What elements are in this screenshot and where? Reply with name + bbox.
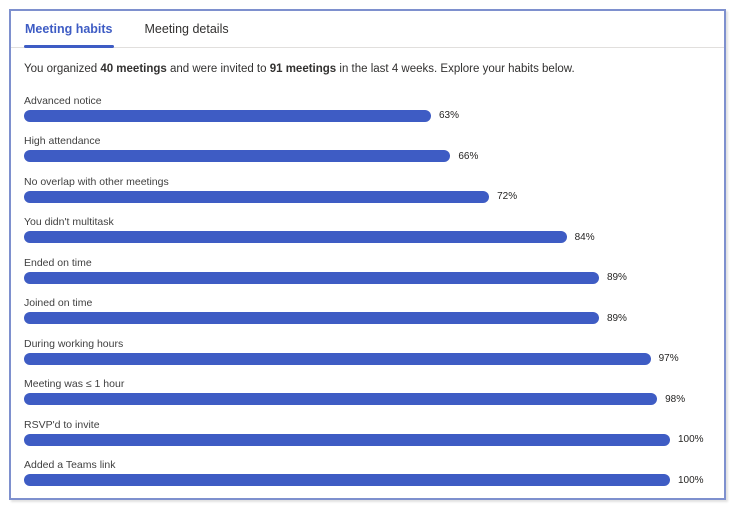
habit-bar[interactable] xyxy=(24,312,599,325)
habit-value: 98% xyxy=(665,393,686,405)
habit-row: Meeting was ≤ 1 hour 98% xyxy=(24,378,710,406)
habit-row: No overlap with other meetings 72% xyxy=(24,176,710,203)
habit-label: No overlap with other meetings xyxy=(24,175,169,188)
habit-row: Ended on time 89% xyxy=(24,257,710,284)
habit-label: Meeting was ≤ 1 hour xyxy=(24,378,125,391)
habit-label: High attendance xyxy=(24,135,101,148)
habit-value: 84% xyxy=(574,231,595,243)
habit-value: 100% xyxy=(678,474,704,486)
habit-value: 100% xyxy=(678,434,704,446)
habit-bar-line: 100% xyxy=(24,474,710,487)
habit-bar[interactable] xyxy=(24,150,451,163)
habit-value: 66% xyxy=(458,150,479,162)
habit-label: RSVP'd to invite xyxy=(24,418,100,431)
habit-value: 89% xyxy=(606,272,627,284)
habit-value: 97% xyxy=(658,353,679,365)
tab-meeting-habits[interactable]: Meeting habits xyxy=(24,12,114,48)
habit-bar[interactable] xyxy=(24,352,651,365)
habit-row: Added a Teams link 100% xyxy=(24,459,710,487)
tab-bar: Meeting habits Meeting details xyxy=(11,11,724,48)
meeting-habits-card: Meeting habits Meeting details You organ… xyxy=(9,9,726,500)
habit-label: Ended on time xyxy=(24,256,92,269)
habit-label: Added a Teams link xyxy=(24,459,116,472)
habit-label: You didn't multitask xyxy=(24,216,114,229)
habit-label: Advanced notice xyxy=(24,94,102,107)
habit-bar-line: 72% xyxy=(24,190,710,203)
habit-row: Advanced notice 63% xyxy=(24,95,710,122)
habit-bar-line: 66% xyxy=(24,150,710,163)
habit-value: 89% xyxy=(606,312,627,324)
habit-bar-line: 100% xyxy=(24,433,710,446)
habit-bar[interactable] xyxy=(24,190,490,203)
habit-row: You didn't multitask 84% xyxy=(24,216,710,244)
habit-bar-line: 97% xyxy=(24,352,710,365)
habit-label: Joined on time xyxy=(24,297,93,310)
habit-bar[interactable] xyxy=(24,474,670,487)
habit-bar[interactable] xyxy=(24,271,599,284)
habit-bar-line: 89% xyxy=(24,312,710,325)
habit-bar-line: 63% xyxy=(24,109,710,122)
habit-bar-line: 98% xyxy=(24,393,710,406)
habit-value: 63% xyxy=(438,110,459,122)
summary-text: You organized 40 meetings and were invit… xyxy=(24,63,575,75)
habit-row: During working hours 97% xyxy=(24,338,710,365)
habit-bar[interactable] xyxy=(24,433,670,446)
tab-meeting-details[interactable]: Meeting details xyxy=(144,22,229,36)
habit-bar-line: 84% xyxy=(24,231,710,244)
habit-bar[interactable] xyxy=(24,109,431,122)
habit-row: Joined on time 89% xyxy=(24,297,710,325)
habits-bar-chart: Advanced notice 63% High attendance 66% … xyxy=(24,95,710,487)
habit-value: 72% xyxy=(497,191,518,203)
habit-row: RSVP'd to invite 100% xyxy=(24,419,710,446)
habit-bar-line: 89% xyxy=(24,271,710,284)
habit-bar[interactable] xyxy=(24,231,567,244)
habit-bar[interactable] xyxy=(24,393,658,406)
habit-row: High attendance 66% xyxy=(24,135,710,163)
habit-label: During working hours xyxy=(24,337,124,350)
